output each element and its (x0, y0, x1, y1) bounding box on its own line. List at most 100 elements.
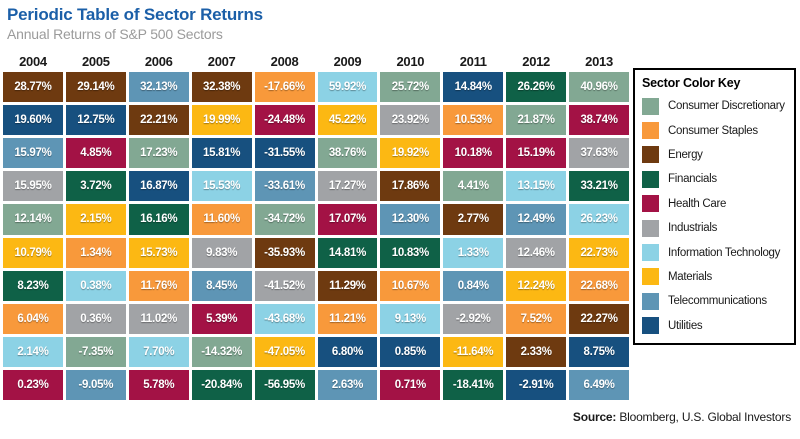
legend-color-swatch (642, 244, 659, 262)
return-cell: 19.99% (191, 105, 252, 136)
return-cell: 26.26% (506, 72, 567, 103)
return-cell: 15.97% (3, 138, 63, 169)
return-cell: 0.84% (443, 270, 504, 301)
return-cell: 12.46% (506, 237, 567, 268)
return-cell: 4.85% (65, 138, 126, 169)
legend-color-swatch (642, 219, 659, 237)
legend-item: Health Care (642, 192, 787, 216)
return-cell: -7.35% (65, 336, 126, 367)
return-cell: 2.63% (317, 369, 378, 400)
return-cell: 2.15% (65, 204, 126, 235)
return-cell: 22.68% (569, 270, 629, 301)
return-cell: 28.77% (3, 72, 63, 103)
return-cell: -14.32% (191, 336, 252, 367)
return-cell: 29.14% (65, 72, 126, 103)
return-cell: 10.18% (443, 138, 504, 169)
return-cell: 10.83% (380, 237, 441, 268)
return-cell: 12.30% (380, 204, 441, 235)
return-cell: -20.84% (191, 369, 252, 400)
sector-returns-grid: 28.77% 29.14% 32.13% 32.38% -17.66% 59.92% 25.… (3, 72, 629, 400)
return-cell: 2.33% (506, 336, 567, 367)
return-cell: -43.68% (254, 303, 315, 334)
return-cell: -9.05% (65, 369, 126, 400)
return-cell: 6.04% (3, 303, 63, 334)
return-cell: 11.76% (128, 270, 189, 301)
return-cell: -2.92% (443, 303, 504, 334)
year-header: 2012 (522, 54, 550, 69)
legend-label: Information Technology (668, 246, 781, 259)
return-cell: 9.83% (191, 237, 252, 268)
legend-color-swatch (642, 317, 659, 335)
legend-color-swatch (642, 268, 659, 286)
return-cell: 0.36% (65, 303, 126, 334)
legend-label: Consumer Staples (668, 124, 758, 137)
year-header: 2013 (585, 54, 613, 69)
return-cell: 0.23% (3, 369, 63, 400)
return-cell: 16.87% (128, 171, 189, 202)
year-header: 2011 (459, 54, 487, 69)
return-cell: -34.72% (254, 204, 315, 235)
return-cell: 38.76% (317, 138, 378, 169)
return-cell: -33.61% (254, 171, 315, 202)
return-cell: 8.45% (191, 270, 252, 301)
legend-label: Financials (668, 173, 717, 186)
legend-item: Telecommunications (642, 289, 787, 313)
return-cell: 6.80% (317, 336, 378, 367)
legend-item: Consumer Staples (642, 118, 787, 142)
return-cell: 2.77% (443, 204, 504, 235)
year-header: 2010 (396, 54, 425, 69)
year-header: 2009 (333, 54, 362, 69)
year-header: 2006 (144, 54, 173, 69)
return-cell: 33.21% (569, 171, 629, 202)
return-cell: 10.79% (3, 237, 63, 268)
return-cell: 12.75% (65, 105, 126, 136)
return-cell: 59.92% (317, 72, 378, 103)
return-cell: -41.52% (254, 270, 315, 301)
return-cell: 19.60% (3, 105, 63, 136)
return-cell: -31.55% (254, 138, 315, 169)
return-cell: 17.27% (317, 171, 378, 202)
return-cell: 13.15% (506, 171, 567, 202)
return-cell: 37.63% (569, 138, 629, 169)
return-cell: 15.73% (128, 237, 189, 268)
return-cell: 12.14% (3, 204, 63, 235)
source-text: Bloomberg, U.S. Global Investors (616, 410, 791, 424)
legend-label: Health Care (668, 197, 727, 210)
return-cell: 11.02% (128, 303, 189, 334)
return-cell: 8.75% (569, 336, 629, 367)
return-cell: 14.81% (317, 237, 378, 268)
legend-item: Materials (642, 265, 787, 289)
return-cell: 15.53% (191, 171, 252, 202)
return-cell: 26.23% (569, 204, 629, 235)
return-cell: 2.14% (3, 336, 63, 367)
return-cell: 5.39% (191, 303, 252, 334)
legend-color-swatch (642, 146, 659, 164)
return-cell: 1.33% (443, 237, 504, 268)
page-title: Periodic Table of Sector Returns (7, 5, 263, 24)
return-cell: 15.19% (506, 138, 567, 169)
return-cell: 21.87% (506, 105, 567, 136)
return-cell: 11.60% (191, 204, 252, 235)
return-cell: 3.72% (65, 171, 126, 202)
legend-color-swatch (642, 97, 659, 115)
return-cell: 40.96% (569, 72, 629, 103)
return-cell: 32.38% (191, 72, 252, 103)
legend-label: Energy (668, 148, 703, 161)
legend-items: Consumer Discretionary Consumer Staples En… (642, 94, 787, 338)
source-label: Source: (572, 410, 617, 424)
return-cell: -11.64% (443, 336, 504, 367)
return-cell: 5.78% (128, 369, 189, 400)
sector-color-key: Sector Color Key Consumer Discretionary C… (633, 68, 796, 345)
return-cell: 9.13% (380, 303, 441, 334)
legend-label: Telecommunications (668, 295, 767, 308)
return-cell: -47.05% (254, 336, 315, 367)
legend-label: Consumer Discretionary (668, 100, 785, 113)
return-cell: 22.27% (569, 303, 629, 334)
return-cell: 7.52% (506, 303, 567, 334)
legend-title: Sector Color Key (642, 76, 741, 90)
page-subtitle: Annual Returns of S&P 500 Sectors (7, 26, 223, 42)
return-cell: 0.38% (65, 270, 126, 301)
return-cell: 17.23% (128, 138, 189, 169)
return-cell: 12.49% (506, 204, 567, 235)
